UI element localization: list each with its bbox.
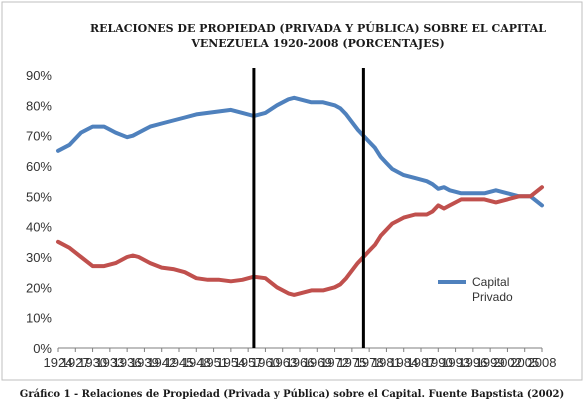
x-tick-label: 1930 (78, 355, 107, 370)
y-tick-label: 40% (26, 220, 52, 235)
y-tick-label: 0% (33, 341, 52, 356)
legend-label-line2: Privado (472, 290, 513, 304)
x-tick-label: 1972 (320, 355, 349, 370)
y-tick-label: 20% (26, 280, 52, 295)
x-tick-label: 1963 (268, 355, 297, 370)
x-tick-label: 2002 (493, 355, 522, 370)
y-tick-label: 10% (26, 311, 52, 326)
y-tick-label: 50% (26, 189, 52, 204)
chart-title-line1: RELACIONES DE PROPIEDAD (PRIVADA Y PÚBLI… (90, 21, 546, 35)
y-tick-label: 70% (26, 129, 52, 144)
x-tick-label: 1993 (441, 355, 470, 370)
x-tick-label: 1948 (182, 355, 211, 370)
series-layer (56, 95, 544, 297)
chart-title-line2: VENEZUELA 1920-2008 (PORCENTAJES) (190, 37, 444, 50)
x-tick-label: 1960 (251, 355, 280, 370)
x-tick-label: 1978 (355, 355, 384, 370)
y-tick-label: 80% (26, 98, 52, 113)
x-tick-label: 1939 (130, 355, 159, 370)
x-tick-label: 1990 (424, 355, 453, 370)
x-tick-label: 1954 (216, 355, 245, 370)
x-tick-label: 1936 (113, 355, 142, 370)
x-tick-label: 1951 (199, 355, 228, 370)
x-tick-label: 1996 (458, 355, 487, 370)
x-tick-label: 1942 (147, 355, 176, 370)
x-tick-label: 1969 (303, 355, 332, 370)
x-axis-ticks: 1924192719301933193619391942194519481951… (44, 348, 557, 370)
x-tick-label: 1933 (95, 355, 124, 370)
y-axis-ticks: 0% 10% 20% 30% 40% 50% 60% 70% 80% 90% (26, 68, 52, 356)
x-tick-label: 1984 (389, 355, 418, 370)
series-line-capital-privado (56, 95, 544, 208)
legend-label-line1: Capital (472, 275, 509, 289)
figure-caption: Gráfico 1 - Relaciones de Propiedad (Pri… (20, 389, 564, 400)
x-tick-label: 1975 (337, 355, 366, 370)
x-tick-label: 1924 (44, 355, 73, 370)
x-tick-label: 2005 (510, 355, 539, 370)
x-tick-label: 1927 (61, 355, 90, 370)
y-tick-label: 30% (26, 250, 52, 265)
x-tick-label: 1966 (286, 355, 315, 370)
x-tick-label: 1981 (372, 355, 401, 370)
vertical-marker-lines (252, 68, 365, 348)
x-tick-label: 1999 (476, 355, 505, 370)
series-line-capital-p-blico (56, 185, 544, 297)
x-tick-label: 2008 (528, 355, 557, 370)
x-tick-label: 1957 (234, 355, 263, 370)
y-tick-label: 60% (26, 159, 52, 174)
x-tick-label: 1945 (165, 355, 194, 370)
x-tick-label: 1987 (407, 355, 436, 370)
y-tick-label: 90% (26, 68, 52, 83)
